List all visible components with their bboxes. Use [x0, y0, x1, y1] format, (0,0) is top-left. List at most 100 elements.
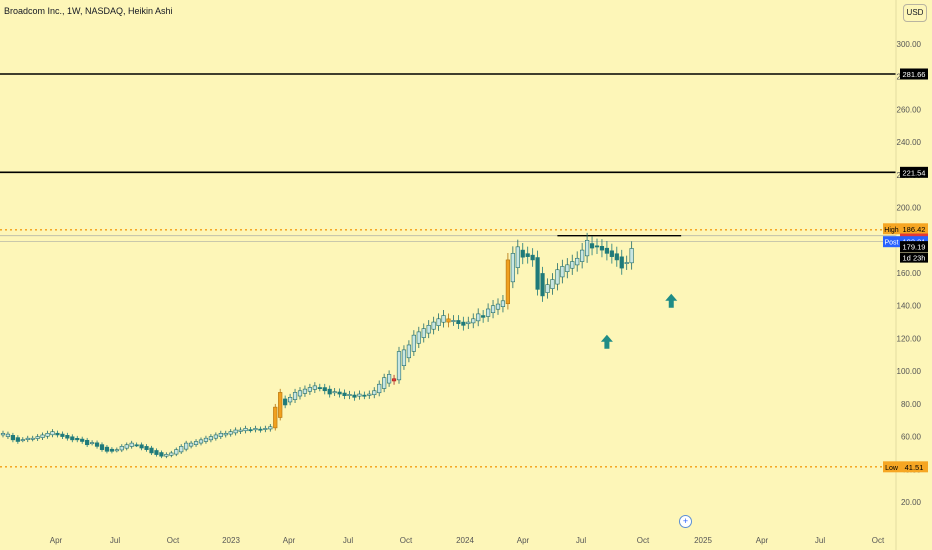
candle-body[interactable]	[40, 434, 45, 438]
candle-body[interactable]	[25, 437, 30, 440]
candle-body[interactable]	[35, 436, 40, 439]
candle-body[interactable]	[85, 439, 90, 446]
candle-body[interactable]	[233, 429, 238, 434]
candle-body[interactable]	[575, 257, 580, 266]
candle-body[interactable]	[5, 433, 11, 437]
candle-body[interactable]	[520, 249, 525, 258]
candle-body[interactable]	[258, 428, 263, 431]
candle-body[interactable]	[446, 318, 451, 323]
candle-body[interactable]	[179, 446, 184, 453]
candle-body[interactable]	[193, 441, 199, 445]
candle-body[interactable]	[45, 432, 50, 437]
candle-body[interactable]	[619, 256, 624, 269]
candle-body[interactable]	[189, 442, 194, 447]
candle-body[interactable]	[223, 432, 228, 436]
candle-body[interactable]	[599, 246, 605, 251]
candle-body[interactable]	[416, 331, 421, 344]
candle-body[interactable]	[411, 334, 416, 352]
candle-body[interactable]	[426, 325, 431, 334]
candle-body[interactable]	[15, 437, 20, 442]
candle-body[interactable]	[327, 388, 332, 395]
candle-body[interactable]	[485, 308, 491, 317]
candle-body[interactable]	[99, 444, 105, 450]
candle-body[interactable]	[490, 305, 496, 314]
candle-body[interactable]	[505, 259, 511, 305]
candle-body[interactable]	[10, 435, 16, 441]
candle-body[interactable]	[149, 447, 154, 454]
candle-body[interactable]	[139, 444, 144, 449]
candle-body[interactable]	[500, 300, 506, 307]
candle-body[interactable]	[80, 438, 85, 442]
candle-body[interactable]	[570, 261, 575, 269]
candle-body[interactable]	[466, 321, 471, 325]
candle-body[interactable]	[515, 246, 520, 268]
candle-body[interactable]	[50, 431, 55, 436]
candle-body[interactable]	[584, 239, 590, 257]
candle-body[interactable]	[629, 248, 634, 264]
candle-body[interactable]	[273, 406, 278, 429]
candle-body[interactable]	[0, 432, 6, 436]
candle-body[interactable]	[357, 393, 362, 397]
candle-body[interactable]	[436, 318, 441, 326]
candle-body[interactable]	[283, 398, 288, 406]
candle-body[interactable]	[94, 442, 100, 447]
candle-body[interactable]	[471, 318, 476, 324]
candle-body[interactable]	[495, 303, 501, 310]
candle-body[interactable]	[174, 449, 179, 455]
candle-body[interactable]	[421, 328, 426, 338]
candle-body[interactable]	[213, 434, 218, 439]
candle-body[interactable]	[55, 432, 60, 436]
candle-body[interactable]	[367, 393, 372, 396]
candle-body[interactable]	[287, 397, 293, 403]
candle-body[interactable]	[550, 279, 555, 289]
candle-body[interactable]	[307, 387, 313, 392]
candle-body[interactable]	[347, 394, 352, 396]
candle-body[interactable]	[406, 344, 412, 359]
candle-body[interactable]	[624, 262, 629, 264]
candle-body[interactable]	[169, 452, 174, 456]
candle-body[interactable]	[382, 377, 387, 389]
candle-body[interactable]	[268, 426, 273, 430]
candle-body[interactable]	[218, 432, 223, 437]
candle-body[interactable]	[461, 321, 466, 326]
zoom-plus-button[interactable]: +	[679, 515, 692, 528]
candle-body[interactable]	[377, 383, 382, 394]
candle-body[interactable]	[75, 438, 80, 441]
candle-body[interactable]	[451, 320, 456, 322]
candle-body[interactable]	[292, 392, 298, 400]
candle-body[interactable]	[525, 253, 530, 257]
candle-body[interactable]	[203, 437, 209, 442]
candle-body[interactable]	[604, 247, 609, 254]
candle-body[interactable]	[228, 431, 233, 435]
candle-body[interactable]	[609, 250, 614, 257]
candle-body[interactable]	[589, 243, 595, 249]
candle-body[interactable]	[164, 454, 169, 457]
candle-body[interactable]	[594, 245, 600, 248]
candle-body[interactable]	[530, 254, 535, 261]
candle-body[interactable]	[243, 428, 248, 432]
candle-body[interactable]	[30, 437, 35, 440]
candle-body[interactable]	[90, 442, 95, 445]
candle-body[interactable]	[352, 394, 357, 398]
candle-body[interactable]	[337, 391, 342, 395]
candle-body[interactable]	[391, 378, 397, 382]
candle-body[interactable]	[134, 444, 139, 447]
candle-body[interactable]	[124, 444, 129, 449]
candle-body[interactable]	[386, 374, 392, 384]
candle-body[interactable]	[342, 392, 347, 396]
candle-body[interactable]	[312, 385, 317, 390]
candle-body[interactable]	[332, 391, 337, 394]
candle-body[interactable]	[263, 428, 268, 430]
candle-body[interactable]	[154, 450, 159, 455]
currency-button[interactable]: USD	[903, 4, 927, 22]
candle-body[interactable]	[456, 320, 461, 325]
candle-body[interactable]	[198, 439, 204, 444]
candle-body[interactable]	[70, 436, 75, 441]
candle-body[interactable]	[555, 269, 560, 285]
candle-body[interactable]	[431, 321, 436, 330]
candle-body[interactable]	[535, 257, 540, 290]
candle-body[interactable]	[441, 315, 446, 323]
candle-body[interactable]	[401, 349, 407, 366]
candle-body[interactable]	[119, 446, 124, 451]
